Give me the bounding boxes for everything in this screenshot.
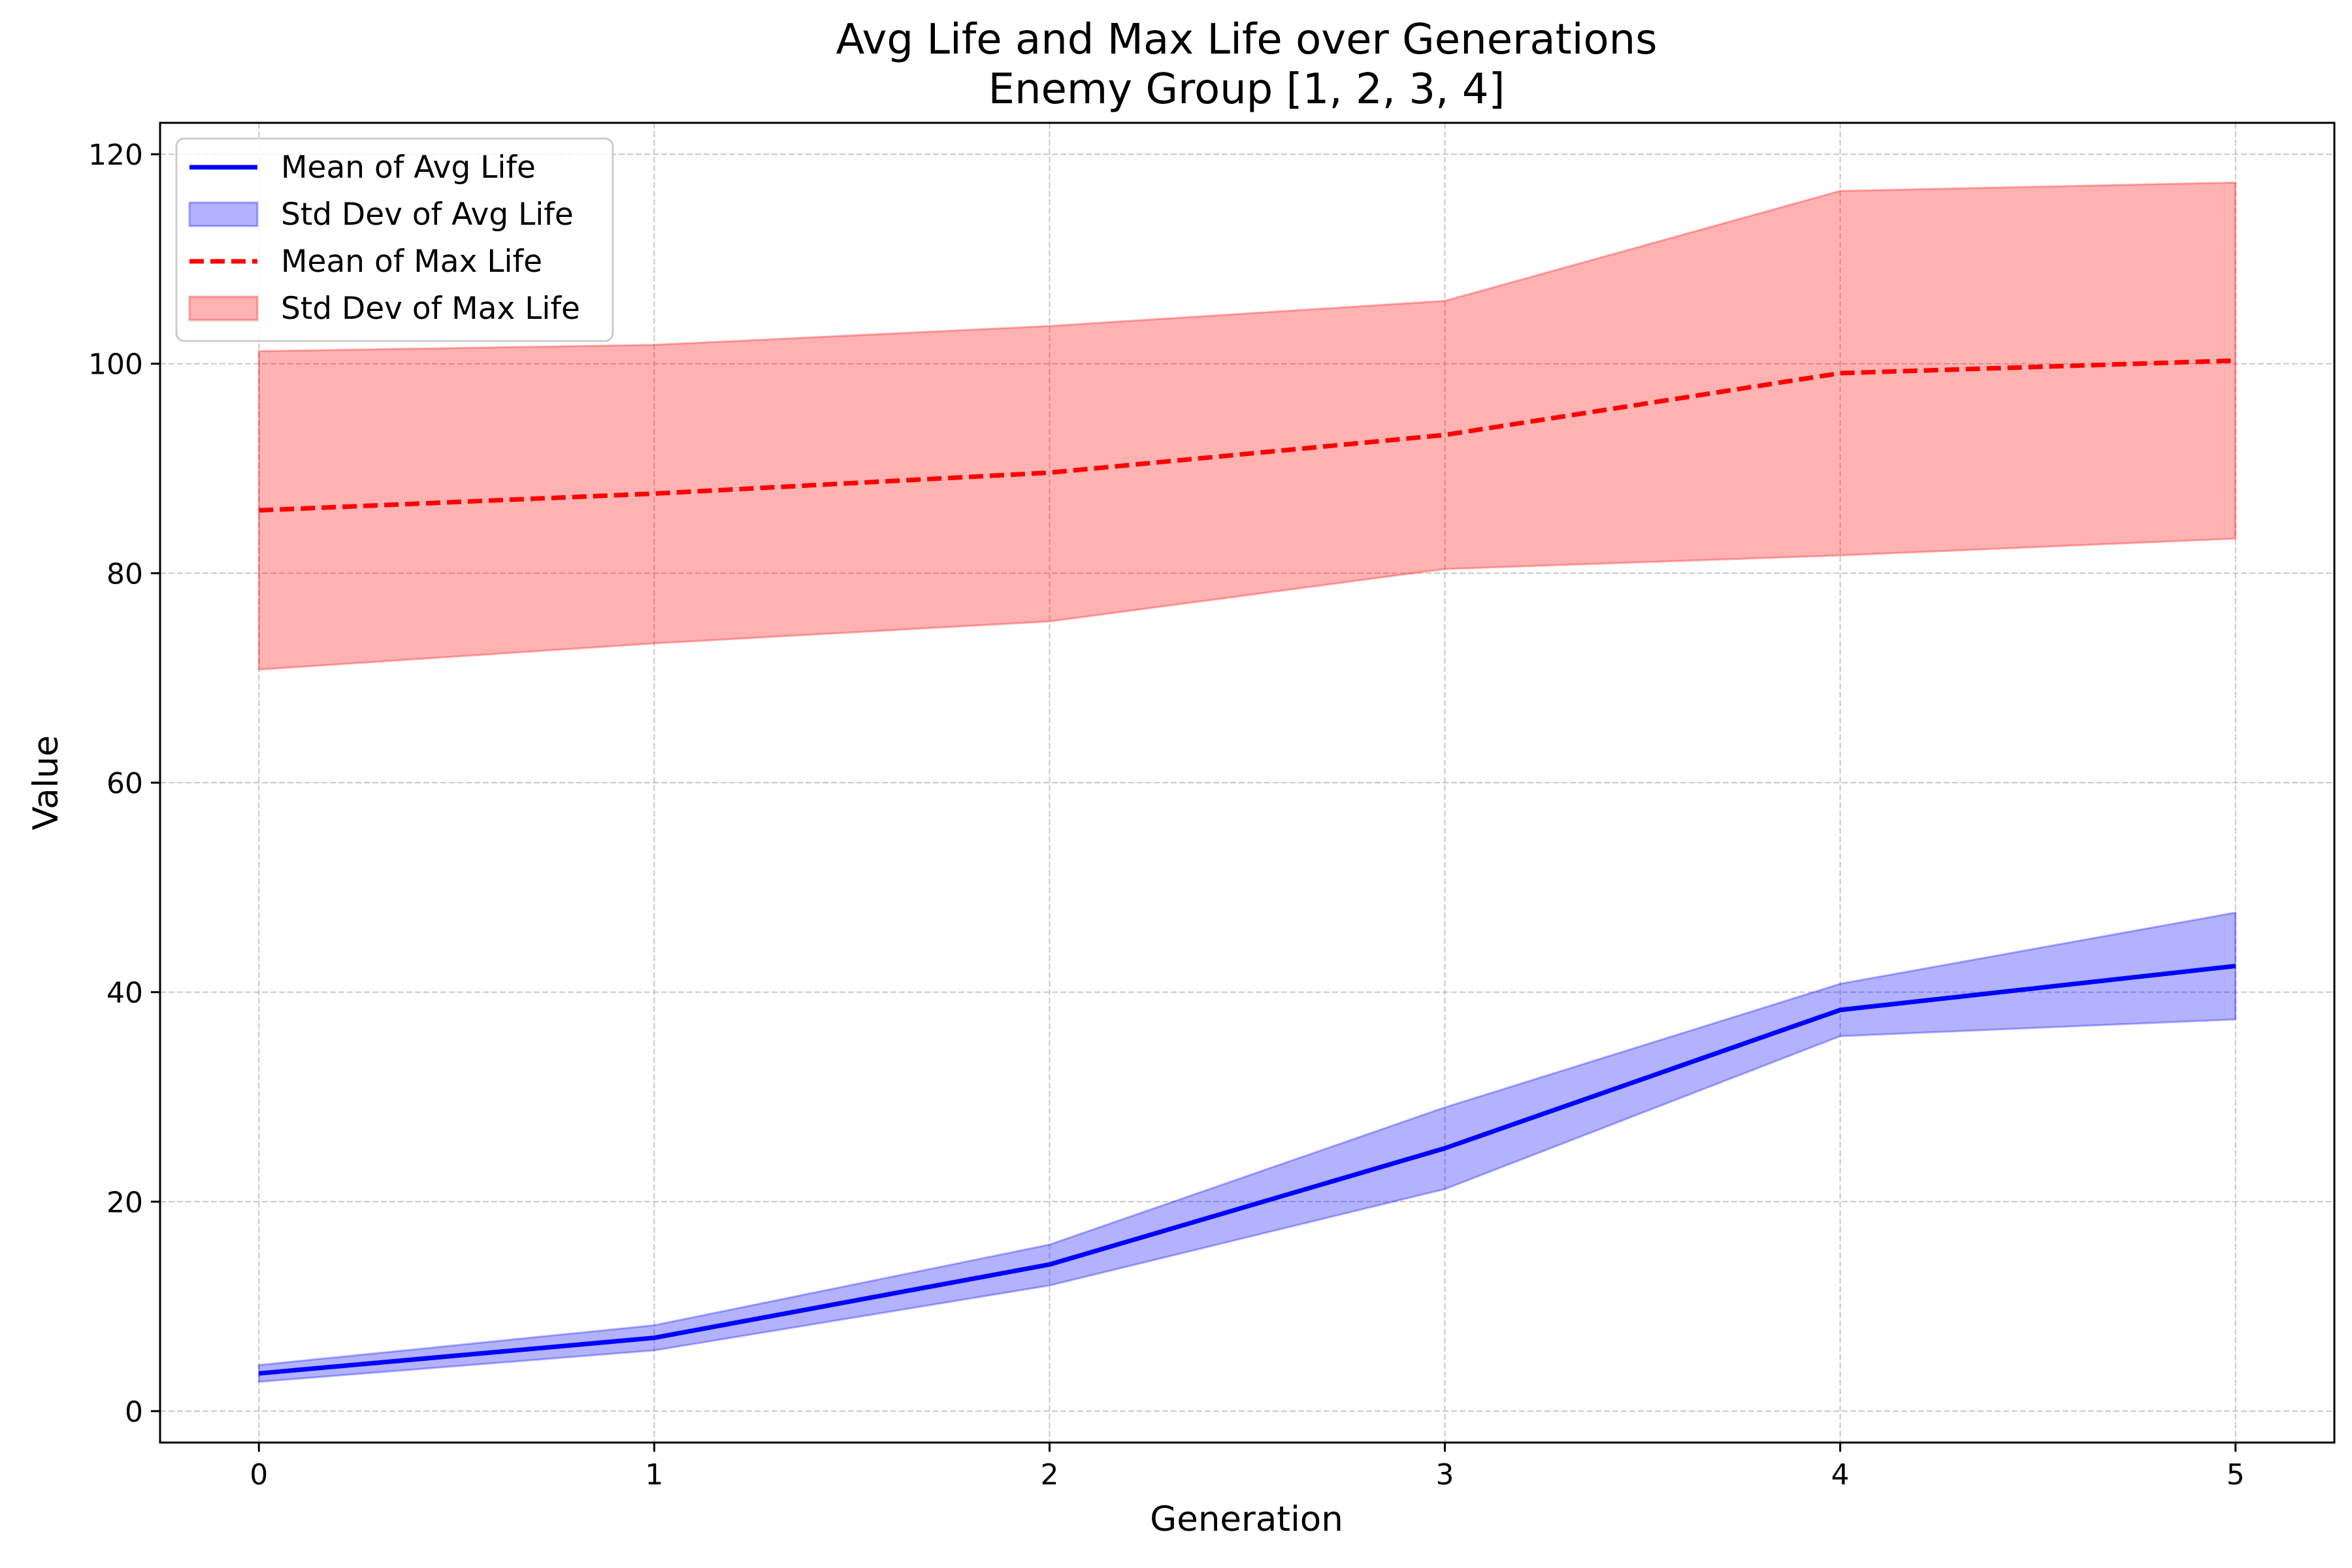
x-tick-label: 1 — [645, 1458, 663, 1492]
legend-label: Mean of Avg Life — [281, 150, 536, 186]
x-axis-label: Generation — [1150, 1499, 1343, 1539]
grid — [160, 123, 2334, 1443]
legend-label: Std Dev of Avg Life — [281, 197, 574, 233]
y-tick-label: 0 — [125, 1396, 143, 1429]
y-axis-label: Value — [26, 735, 66, 830]
legend-swatch-patch — [188, 295, 259, 321]
chart-title-line-1: Avg Life and Max Life over Generations — [836, 16, 1657, 64]
legend-label: Std Dev of Max Life — [281, 291, 580, 327]
legend-box — [175, 137, 614, 342]
series-line-mean-avg-life — [258, 964, 2236, 1376]
y-tick-label: 20 — [106, 1186, 143, 1219]
y-axis-ticks: 0 20 40 60 80 100 120 — [88, 139, 160, 1429]
series-line-mean-max-life — [259, 358, 2236, 513]
y-tick-label: 80 — [106, 557, 143, 591]
chart-title-line-2: Enemy Group [1, 2, 3, 4] — [988, 65, 1505, 114]
y-tick-label: 120 — [88, 139, 143, 172]
legend-label: Mean of Max Life — [281, 244, 542, 280]
x-tick-label: 4 — [1831, 1458, 1850, 1492]
std-dev-bands — [257, 181, 2237, 1383]
x-axis-ticks: 0 1 2 3 4 5 — [250, 1443, 2245, 1492]
y-tick-label: 100 — [88, 348, 143, 382]
x-tick-label: 5 — [2227, 1458, 2245, 1492]
legend: Mean of Avg Life Std Dev of Avg Life Mean … — [175, 137, 614, 342]
y-tick-label: 60 — [106, 767, 143, 800]
series-lines — [258, 358, 2236, 1376]
x-tick-label: 3 — [1436, 1458, 1454, 1492]
legend-swatch-patch — [188, 201, 259, 227]
y-tick-label: 40 — [106, 977, 143, 1010]
x-tick-label: 0 — [250, 1458, 268, 1492]
band-avg-life — [257, 911, 2237, 1383]
band-max-life — [257, 181, 2237, 671]
x-tick-label: 2 — [1040, 1458, 1058, 1492]
